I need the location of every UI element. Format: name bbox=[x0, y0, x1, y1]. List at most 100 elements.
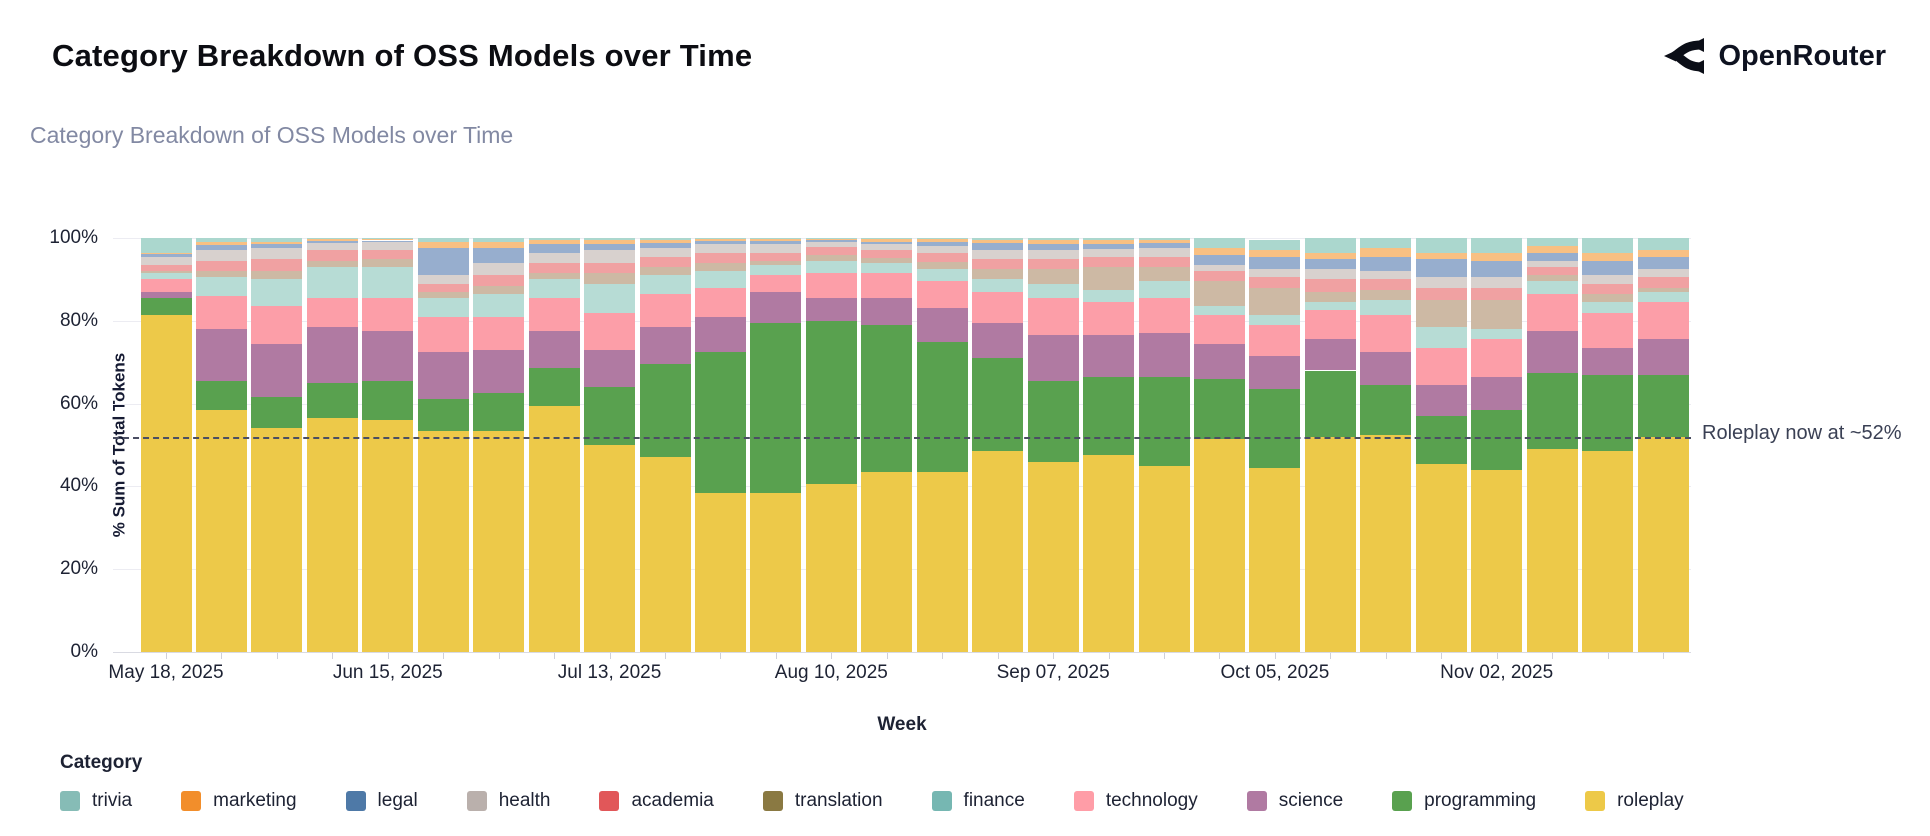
bar-segment-technology[interactable] bbox=[1471, 339, 1523, 377]
bar-segment-health[interactable] bbox=[417, 275, 469, 284]
bar-segment-science[interactable] bbox=[1526, 331, 1578, 373]
bar-segment-translation[interactable] bbox=[1526, 275, 1578, 282]
bar-segment-legal[interactable] bbox=[861, 241, 913, 245]
bar-segment-translation[interactable] bbox=[1360, 289, 1412, 301]
bar-segment-programming[interactable] bbox=[1526, 372, 1578, 450]
bar-segment-academia[interactable] bbox=[306, 250, 358, 261]
bar-segment-academia[interactable] bbox=[584, 262, 636, 274]
bar-segment-health[interactable] bbox=[528, 252, 580, 263]
bar-segment-technology[interactable] bbox=[1138, 298, 1190, 334]
bar-segment-programming[interactable] bbox=[1138, 376, 1190, 466]
bar-segment-programming[interactable] bbox=[916, 341, 968, 472]
bar-week-may-18-2025[interactable] bbox=[140, 238, 192, 652]
bar-segment-health[interactable] bbox=[972, 250, 1024, 259]
bar-segment-translation[interactable] bbox=[584, 273, 636, 284]
bar-segment-legal[interactable] bbox=[805, 240, 857, 243]
bar-segment-health[interactable] bbox=[1027, 250, 1079, 259]
bar-segment-science[interactable] bbox=[861, 298, 913, 325]
bar-segment-health[interactable] bbox=[916, 246, 968, 253]
bar-segment-trivia[interactable] bbox=[417, 238, 469, 243]
bar-segment-marketing[interactable] bbox=[805, 238, 857, 241]
bar-segment-translation[interactable] bbox=[1304, 291, 1356, 303]
bar-segment-finance[interactable] bbox=[1138, 281, 1190, 299]
bar-segment-trivia[interactable] bbox=[1526, 238, 1578, 247]
bar-segment-trivia[interactable] bbox=[750, 238, 802, 240]
bar-segment-finance[interactable] bbox=[1471, 329, 1523, 340]
bar-segment-programming[interactable] bbox=[805, 320, 857, 485]
bar-segment-roleplay[interactable] bbox=[972, 451, 1024, 652]
bar-segment-science[interactable] bbox=[1582, 347, 1634, 375]
bar-segment-roleplay[interactable] bbox=[362, 420, 414, 652]
bar-segment-marketing[interactable] bbox=[1193, 248, 1245, 255]
bar-segment-legal[interactable] bbox=[528, 244, 580, 253]
bar-segment-roleplay[interactable] bbox=[140, 314, 192, 652]
bar-segment-marketing[interactable] bbox=[1582, 252, 1634, 261]
bar-segment-science[interactable] bbox=[1415, 384, 1467, 417]
bar-segment-academia[interactable] bbox=[251, 258, 303, 272]
bar-week-oct-19-2025[interactable] bbox=[1360, 238, 1412, 652]
bar-segment-finance[interactable] bbox=[140, 273, 192, 280]
bar-segment-academia[interactable] bbox=[750, 252, 802, 261]
bar-segment-programming[interactable] bbox=[528, 368, 580, 406]
bar-segment-finance[interactable] bbox=[1582, 302, 1634, 313]
bar-segment-translation[interactable] bbox=[1637, 287, 1689, 292]
bar-segment-legal[interactable] bbox=[473, 248, 525, 263]
bar-segment-health[interactable] bbox=[140, 256, 192, 265]
bar-segment-trivia[interactable] bbox=[1249, 240, 1301, 251]
bar-segment-marketing[interactable] bbox=[362, 239, 414, 241]
bar-segment-marketing[interactable] bbox=[1249, 250, 1301, 257]
bar-segment-legal[interactable] bbox=[1415, 258, 1467, 278]
bar-segment-trivia[interactable] bbox=[916, 238, 968, 240]
bar-segment-programming[interactable] bbox=[1471, 409, 1523, 470]
bar-segment-technology[interactable] bbox=[1193, 314, 1245, 344]
legend-item-programming[interactable]: programming bbox=[1392, 790, 1536, 812]
bar-segment-translation[interactable] bbox=[528, 273, 580, 280]
bar-segment-finance[interactable] bbox=[1526, 281, 1578, 294]
bar-segment-science[interactable] bbox=[1249, 356, 1301, 390]
bar-segment-programming[interactable] bbox=[1582, 374, 1634, 452]
bar-segment-marketing[interactable] bbox=[584, 240, 636, 245]
bar-segment-translation[interactable] bbox=[195, 271, 247, 278]
bar-segment-programming[interactable] bbox=[362, 380, 414, 421]
bar-segment-finance[interactable] bbox=[362, 266, 414, 299]
bar-segment-programming[interactable] bbox=[1304, 370, 1356, 437]
bar-segment-technology[interactable] bbox=[1249, 324, 1301, 356]
bar-segment-technology[interactable] bbox=[1582, 312, 1634, 348]
bar-segment-health[interactable] bbox=[1415, 277, 1467, 288]
bar-week-aug-03-2025[interactable] bbox=[750, 238, 802, 652]
bar-segment-programming[interactable] bbox=[473, 393, 525, 431]
bar-segment-science[interactable] bbox=[694, 316, 746, 352]
bar-segment-health[interactable] bbox=[1138, 248, 1190, 257]
bar-segment-marketing[interactable] bbox=[1138, 239, 1190, 243]
bar-segment-trivia[interactable] bbox=[306, 238, 358, 240]
bar-segment-science[interactable] bbox=[750, 291, 802, 323]
bar-week-jun-22-2025[interactable] bbox=[417, 238, 469, 652]
bar-segment-trivia[interactable] bbox=[1471, 238, 1523, 253]
bar-segment-finance[interactable] bbox=[750, 264, 802, 276]
bar-segment-roleplay[interactable] bbox=[694, 492, 746, 652]
bar-segment-trivia[interactable] bbox=[195, 238, 247, 243]
bar-segment-programming[interactable] bbox=[639, 364, 691, 458]
bar-week-jul-27-2025[interactable] bbox=[694, 238, 746, 652]
bar-segment-science[interactable] bbox=[972, 322, 1024, 359]
bar-segment-programming[interactable] bbox=[1027, 380, 1079, 462]
bar-segment-health[interactable] bbox=[251, 248, 303, 259]
bar-week-jul-20-2025[interactable] bbox=[639, 238, 691, 652]
bar-segment-trivia[interactable] bbox=[1582, 238, 1634, 253]
bar-segment-translation[interactable] bbox=[306, 260, 358, 267]
bar-segment-translation[interactable] bbox=[750, 260, 802, 265]
bar-segment-programming[interactable] bbox=[306, 382, 358, 419]
bar-segment-trivia[interactable] bbox=[1193, 238, 1245, 249]
bar-segment-health[interactable] bbox=[861, 244, 913, 250]
bar-segment-academia[interactable] bbox=[140, 264, 192, 272]
bar-segment-science[interactable] bbox=[1083, 335, 1135, 377]
bar-segment-health[interactable] bbox=[1360, 271, 1412, 280]
bar-segment-health[interactable] bbox=[694, 244, 746, 253]
bar-segment-legal[interactable] bbox=[306, 240, 358, 243]
bar-segment-technology[interactable] bbox=[195, 295, 247, 330]
bar-segment-academia[interactable] bbox=[1582, 283, 1634, 294]
bar-segment-marketing[interactable] bbox=[1415, 252, 1467, 259]
bar-segment-roleplay[interactable] bbox=[1582, 451, 1634, 652]
bar-segment-academia[interactable] bbox=[1138, 256, 1190, 267]
bar-segment-roleplay[interactable] bbox=[1415, 463, 1467, 652]
